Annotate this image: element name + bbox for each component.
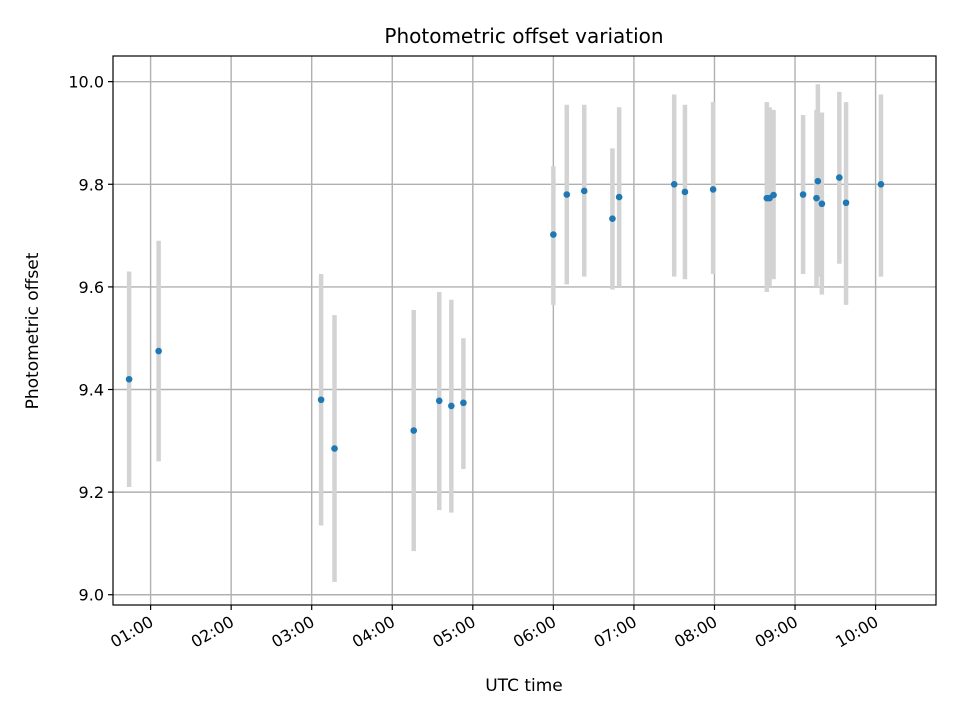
data-point [842,199,850,207]
data-point [563,191,571,198]
y-tick-label: 9.8 [79,175,104,194]
data-point [331,445,338,452]
data-point [580,187,588,195]
data-point [615,193,623,201]
y-axis-ticks: 9.0 9.2 9.4 9.6 9.8 10.0 [68,73,113,605]
data-point [155,347,162,355]
data-point [681,188,689,196]
data-point [670,180,678,188]
data-point [410,427,418,434]
data-point [818,200,826,208]
data-point [550,231,557,238]
data-point [609,215,616,222]
y-axis-label: Photometric offset [23,252,43,409]
data-point [317,396,325,404]
chart-title: Photometric offset variation [384,24,663,48]
data-point [877,180,885,188]
y-tick-label: 10.0 [68,73,104,92]
data-points [125,174,885,452]
y-tick-label: 9.4 [79,381,104,400]
y-tick-label: 9.0 [79,586,104,605]
data-point [799,191,807,198]
data-point [709,186,717,193]
data-point [814,177,822,185]
x-axis-label: UTC time [485,676,563,696]
data-point [770,191,777,199]
plot-frame [112,55,937,606]
data-point [836,174,843,181]
y-tick-label: 9.6 [79,278,104,297]
data-point [435,397,443,405]
data-point [125,375,133,383]
data-point [448,402,455,410]
data-point [460,399,467,407]
data-point [813,194,820,202]
y-tick-label: 9.2 [79,483,104,502]
